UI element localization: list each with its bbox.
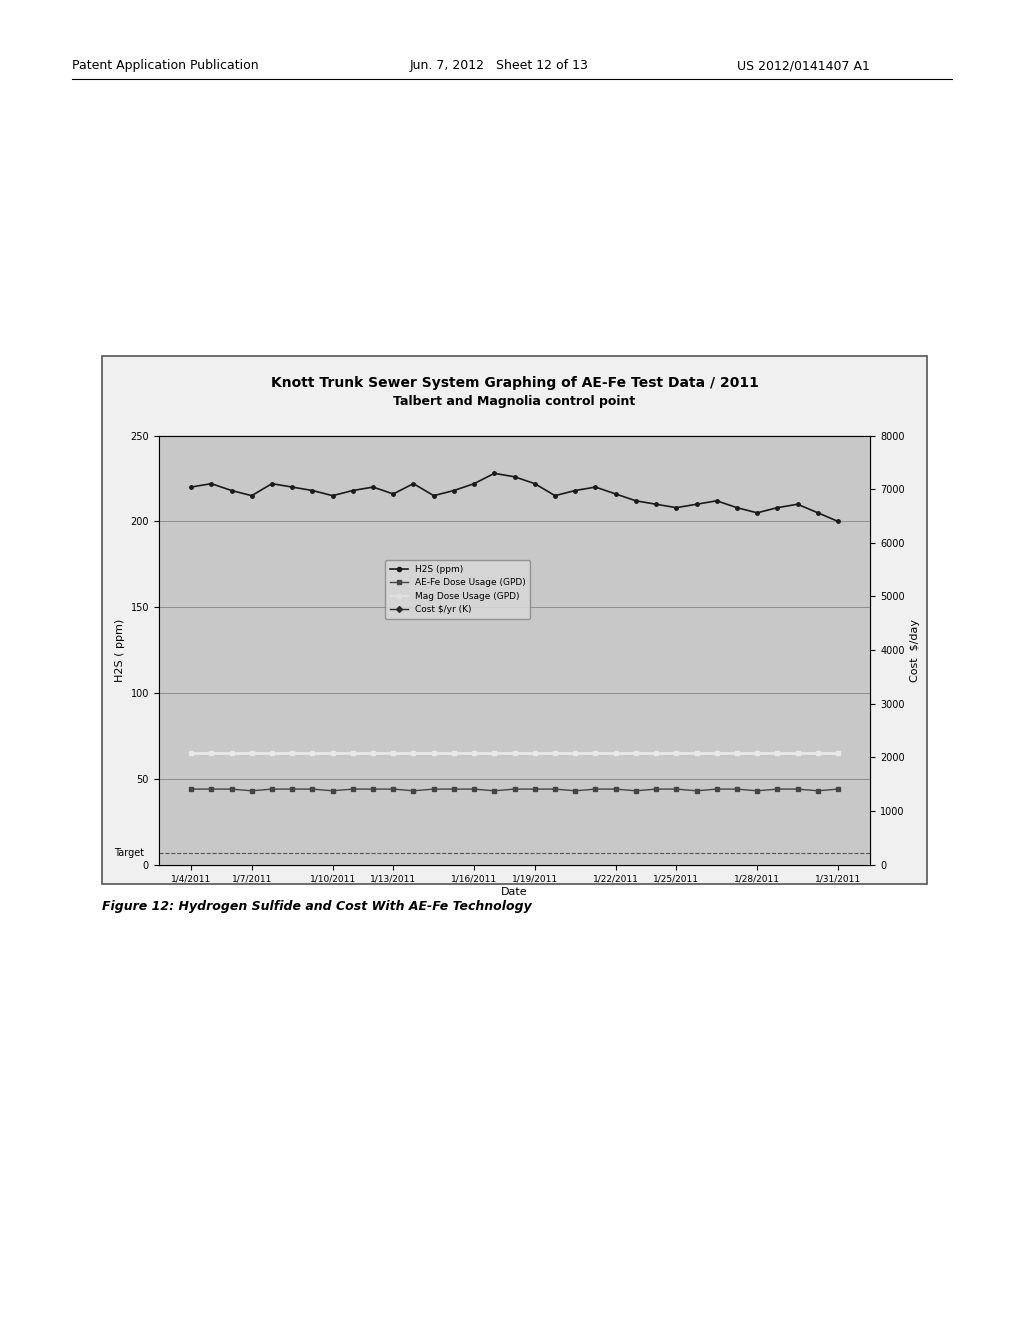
Text: Patent Application Publication: Patent Application Publication (72, 59, 258, 73)
Text: Talbert and Magnolia control point: Talbert and Magnolia control point (393, 395, 636, 408)
Y-axis label: Cost  $/day: Cost $/day (910, 619, 921, 681)
Text: Target: Target (115, 847, 144, 858)
Text: Jun. 7, 2012   Sheet 12 of 13: Jun. 7, 2012 Sheet 12 of 13 (410, 59, 589, 73)
Text: Figure 12: Hydrogen Sulfide and Cost With AE-Fe Technology: Figure 12: Hydrogen Sulfide and Cost Wit… (102, 900, 532, 913)
Y-axis label: H2S ( ppm): H2S ( ppm) (115, 619, 125, 681)
Text: Knott Trunk Sewer System Graphing of AE-Fe Test Data / 2011: Knott Trunk Sewer System Graphing of AE-… (270, 376, 759, 389)
Text: US 2012/0141407 A1: US 2012/0141407 A1 (737, 59, 870, 73)
Legend: H2S (ppm), AE-Fe Dose Usage (GPD), Mag Dose Usage (GPD), Cost $/yr (K): H2S (ppm), AE-Fe Dose Usage (GPD), Mag D… (385, 560, 530, 619)
X-axis label: Date: Date (501, 887, 528, 898)
